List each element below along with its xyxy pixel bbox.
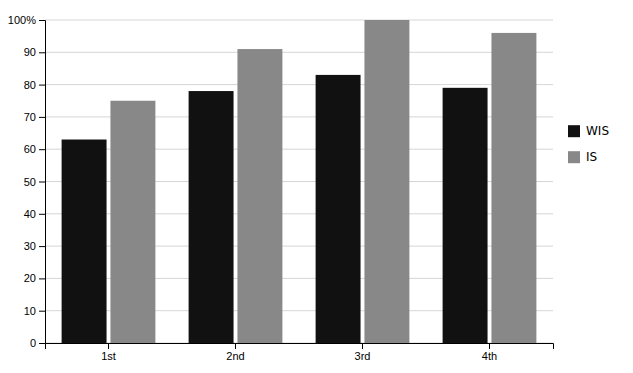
x-tick-label: 1st xyxy=(101,350,116,362)
legend-swatch xyxy=(568,151,580,163)
y-axis: 0 10 20 30 40 50 60 70 80 90 100% xyxy=(8,14,46,349)
y-tick-label: 40 xyxy=(24,208,36,220)
y-tick-mark xyxy=(39,278,45,279)
y-axis-line xyxy=(39,21,46,344)
bar xyxy=(110,101,155,343)
x-tick-mark xyxy=(235,343,236,349)
y-tick-label: 100% xyxy=(8,14,36,26)
y-tick-label: 90 xyxy=(24,46,36,58)
y-tick-label: 30 xyxy=(24,240,36,252)
y-tick: 0 xyxy=(30,337,45,349)
x-tick-mark xyxy=(489,343,490,349)
y-tick-mark xyxy=(39,85,45,86)
y-tick-label: 20 xyxy=(24,272,36,284)
bar xyxy=(316,75,361,343)
y-tick-label: 0 xyxy=(30,337,36,349)
legend: WIS IS xyxy=(568,124,609,164)
plot: 1st 2nd 3rd 4th 0 10 20 30 40 50 60 70 80 90 100% xyxy=(8,14,554,362)
y-tick: 90 xyxy=(24,46,45,58)
chart: 1st 2nd 3rd 4th 0 10 20 30 40 50 60 70 80 90 100% WIS IS xyxy=(0,0,633,373)
x-tick: 1st xyxy=(101,343,116,362)
x-tick-label: 4th xyxy=(482,350,497,362)
y-tick-label: 60 xyxy=(24,143,36,155)
bar xyxy=(62,140,107,343)
legend-item: IS xyxy=(568,150,597,164)
y-tick: 60 xyxy=(24,143,45,155)
y-tick-mark xyxy=(39,214,45,215)
y-tick-label: 50 xyxy=(24,176,36,188)
y-tick-mark xyxy=(39,182,45,183)
legend-label: WIS xyxy=(586,124,609,138)
legend-swatch xyxy=(568,125,580,137)
y-tick-label: 10 xyxy=(24,305,36,317)
y-tick-mark xyxy=(39,343,45,344)
y-tick: 50 xyxy=(24,176,45,188)
series xyxy=(110,20,536,343)
x-tick: 3rd xyxy=(355,343,371,362)
y-tick: 30 xyxy=(24,240,45,252)
y-tick-mark xyxy=(39,246,45,247)
bars xyxy=(62,20,537,343)
y-tick-label: 70 xyxy=(24,111,36,123)
y-tick-mark xyxy=(39,311,45,312)
y-tick-mark xyxy=(39,20,45,21)
bar xyxy=(491,33,536,343)
y-tick: 70 xyxy=(24,111,45,123)
grid-line xyxy=(45,20,553,21)
y-tick-mark xyxy=(39,149,45,150)
y-tick-mark xyxy=(39,117,45,118)
grid-line xyxy=(45,84,553,85)
legend-item: WIS xyxy=(568,124,609,138)
bar xyxy=(189,91,234,343)
y-tick: 10 xyxy=(24,305,45,317)
x-tick: 4th xyxy=(482,343,497,362)
x-tick-mark xyxy=(362,343,363,349)
x-tick-mark xyxy=(108,343,109,349)
x-tick-label: 2nd xyxy=(226,350,244,362)
bar xyxy=(237,49,282,343)
bar xyxy=(364,20,409,343)
x-tick: 2nd xyxy=(226,343,244,362)
bar xyxy=(443,88,488,343)
y-tick: 20 xyxy=(24,272,45,284)
y-tick-label: 80 xyxy=(24,79,36,91)
y-tick-mark xyxy=(39,52,45,53)
x-tick-label: 3rd xyxy=(355,350,371,362)
grid xyxy=(45,20,553,343)
legend-label: IS xyxy=(586,150,597,164)
y-tick: 80 xyxy=(24,79,45,91)
y-tick: 100% xyxy=(8,14,45,26)
x-axis: 1st 2nd 3rd 4th xyxy=(46,343,554,362)
x-axis-line xyxy=(46,344,554,350)
y-tick: 40 xyxy=(24,208,45,220)
grid-line xyxy=(45,52,553,53)
